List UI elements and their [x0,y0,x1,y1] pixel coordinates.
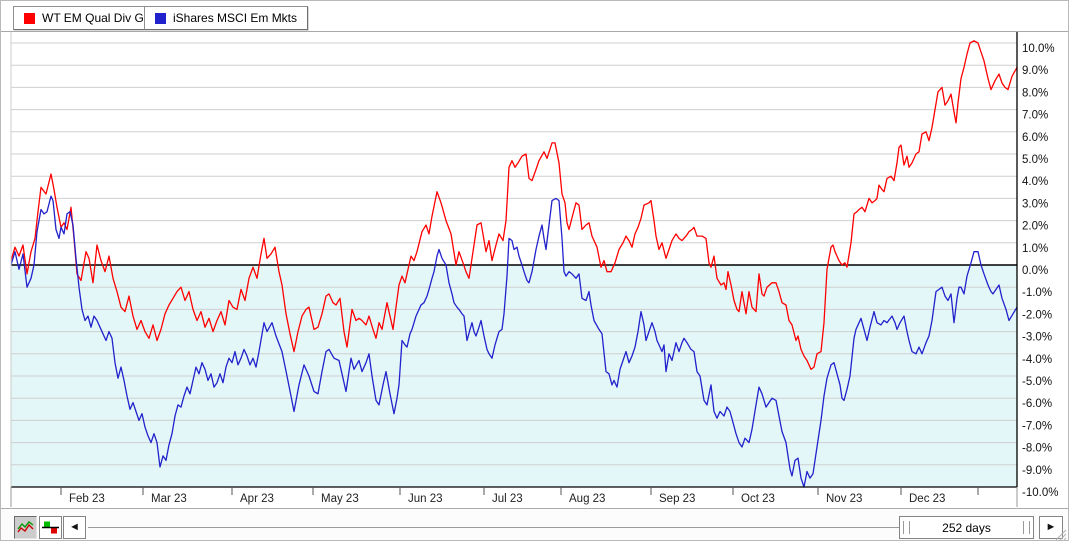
x-axis-tick-label: Dec 23 [909,493,945,505]
histogram-chart-icon [42,521,59,534]
y-axis-tick-label: 2.0% [1022,221,1048,233]
chart-top-divider [1,31,1068,32]
scroll-right-button[interactable]: ► [1039,516,1063,539]
chart-toolbar: ◄ 252 days ► [1,508,1068,541]
y-axis-tick-label: 9.0% [1022,65,1048,77]
y-axis-tick-label: -5.0% [1022,376,1052,388]
series-line-red [10,40,1018,370]
series-line-blue [10,195,1018,488]
scroll-left-button[interactable]: ◄ [63,516,86,539]
plot-positive-region [11,32,1017,265]
y-axis-tick-label: 6.0% [1022,132,1048,144]
legend-label: iShares MSCI Em Mkts [173,11,298,25]
line-chart-mode-button[interactable] [14,516,37,539]
legend-swatch-red [24,12,35,24]
scrollbar-track[interactable] [88,527,899,528]
x-axis-tick-label: Oct 23 [741,493,775,505]
y-axis-tick-label: 4.0% [1022,176,1048,188]
x-axis-tick-label: Mar 23 [151,493,187,505]
performance-chart-plot: 10.0% 9.0% 8.0% 7.0% 6.0% 5.0% 4.0% 3.0% 2.0% 1.0… [10,32,1058,507]
slider-grip-left[interactable] [903,521,910,534]
y-axis-tick-label: 7.0% [1022,110,1048,122]
y-axis-tick-label: 3.0% [1022,198,1048,210]
y-axis-tick-label: -9.0% [1022,465,1052,477]
x-axis-tick-label: Nov 23 [826,493,862,505]
y-axis-tick-label: -8.0% [1022,443,1052,455]
range-days-label: 252 days [942,520,991,535]
right-arrow-icon: ► [1045,521,1057,533]
legend-swatch-blue [155,12,166,24]
x-axis-tick-label: Aug 23 [569,493,605,505]
slider-grip-right[interactable] [1023,521,1030,534]
y-axis-tick-label: -1.0% [1022,287,1052,299]
x-axis-tick-label: Jul 23 [492,493,523,505]
y-axis-tick-label: 0.0% [1022,265,1048,277]
left-arrow-icon: ◄ [69,521,80,533]
y-axis-tick-label: -4.0% [1022,354,1052,366]
x-axis-tick-label: May 23 [321,493,359,505]
x-axis-tick-label: Apr 23 [240,493,274,505]
legend-label: WT EM Qual Div Grwth [42,11,167,25]
y-axis-tick-label: -6.0% [1022,398,1052,410]
x-axis-tick-label: Sep 23 [659,493,695,505]
y-axis-tick-label: -3.0% [1022,332,1052,344]
y-axis-tick-label: 1.0% [1022,243,1048,255]
performance-line-chart-icon [17,521,34,533]
y-axis-tick-label: -10.0% [1022,487,1058,499]
y-axis-tick-label: -2.0% [1022,309,1052,321]
x-axis-tick-label: Jun 23 [408,493,443,505]
y-axis-tick-label: 5.0% [1022,154,1048,166]
histogram-mode-button[interactable] [39,516,62,539]
x-axis-tick-label: Feb 23 [69,493,105,505]
y-axis-tick-label: -7.0% [1022,420,1052,432]
resize-grip-icon[interactable] [1052,526,1067,541]
legend-chip-ishares-msci-em-mkts[interactable]: iShares MSCI Em Mkts [144,6,309,30]
date-range-slider-handle[interactable]: 252 days [899,516,1034,539]
y-axis-tick-label: 10.0% [1022,43,1055,55]
y-axis-tick-label: 8.0% [1022,87,1048,99]
